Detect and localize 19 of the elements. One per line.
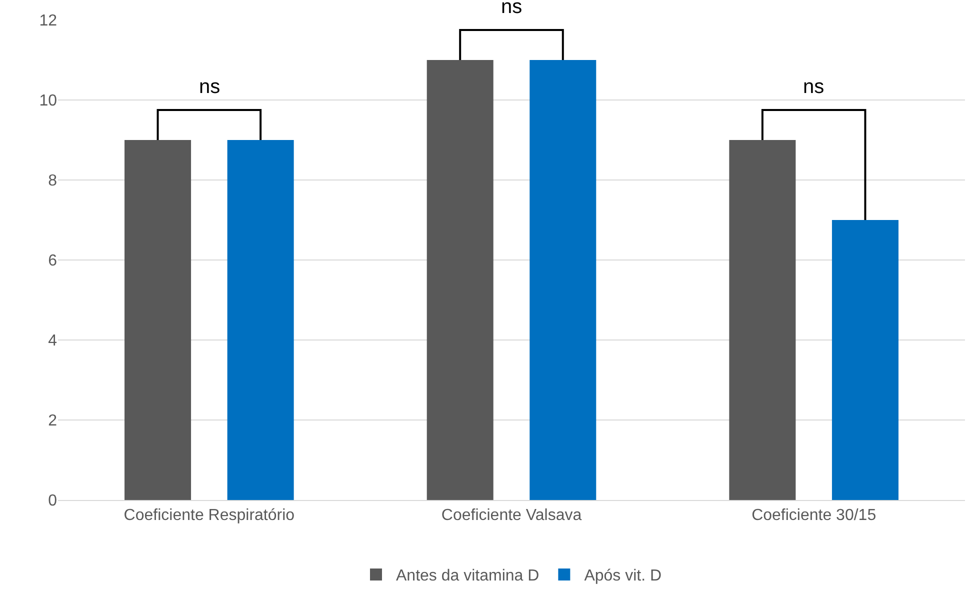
- text: ns: [501, 0, 522, 18]
- y-tick-label: 8: [48, 172, 58, 190]
- bar: [832, 220, 898, 500]
- x-tick-label: Coeficiente Valsava: [441, 507, 582, 524]
- bar: [124, 140, 192, 500]
- x-tick-label: Coeficiente Respiratório: [124, 507, 295, 524]
- y-tick-label: 6: [48, 252, 58, 270]
- x-tick-label: Coeficiente 30/15: [752, 507, 876, 524]
- y-tick-label: 0: [48, 492, 58, 510]
- bar: [426, 60, 494, 500]
- annotation: ns: [199, 76, 220, 98]
- bar: [530, 60, 596, 500]
- y-tick-label: 2: [48, 412, 58, 430]
- annotation: ns: [803, 76, 824, 98]
- bar: [729, 140, 796, 500]
- y-tick-label: 4: [48, 332, 58, 350]
- y-tick-label: 12: [39, 12, 58, 30]
- bar: [227, 140, 294, 500]
- y-tick-label: 10: [39, 92, 58, 110]
